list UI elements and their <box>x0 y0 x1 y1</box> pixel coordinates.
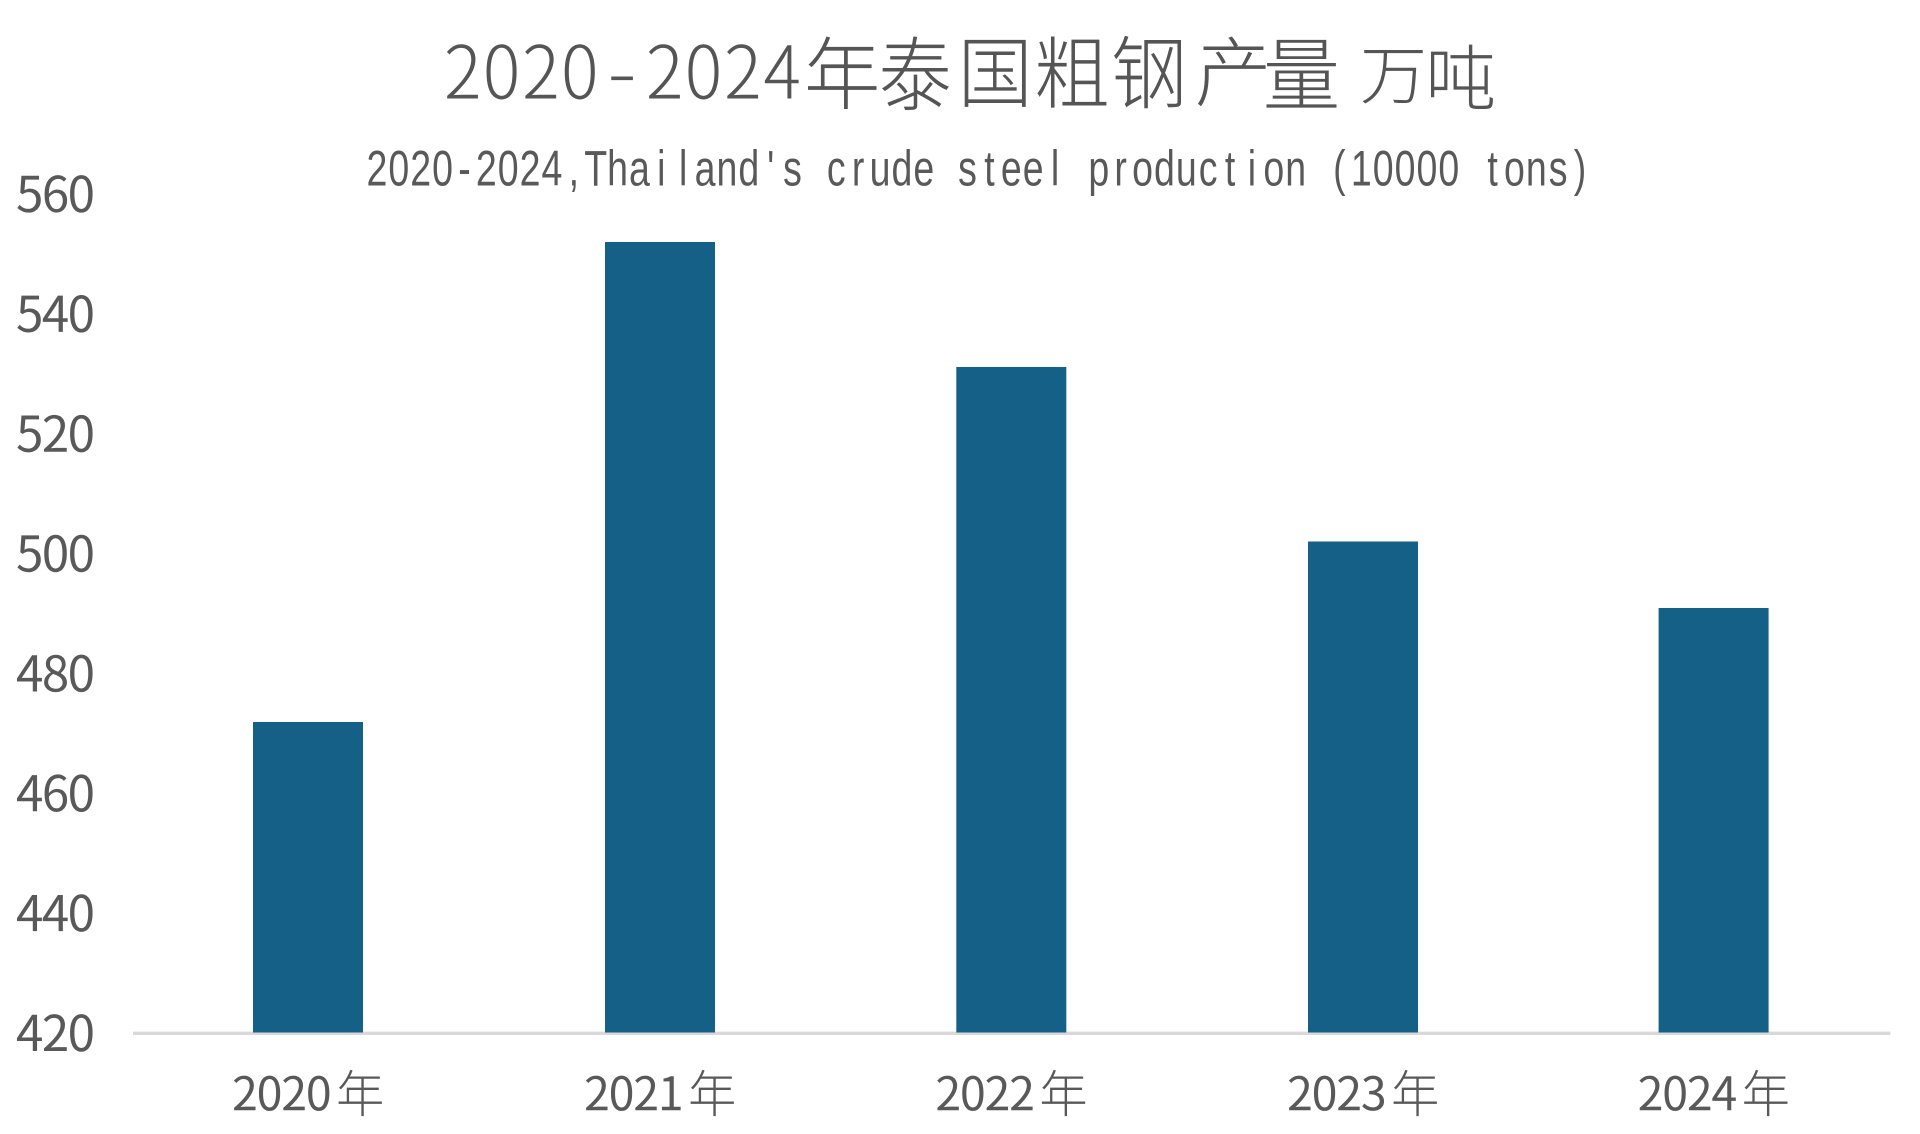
svg-text:2020-2024,Thailand'scrudesteel: 2020-2024,Thailand'scrudesteelproduction… <box>367 141 1587 196</box>
